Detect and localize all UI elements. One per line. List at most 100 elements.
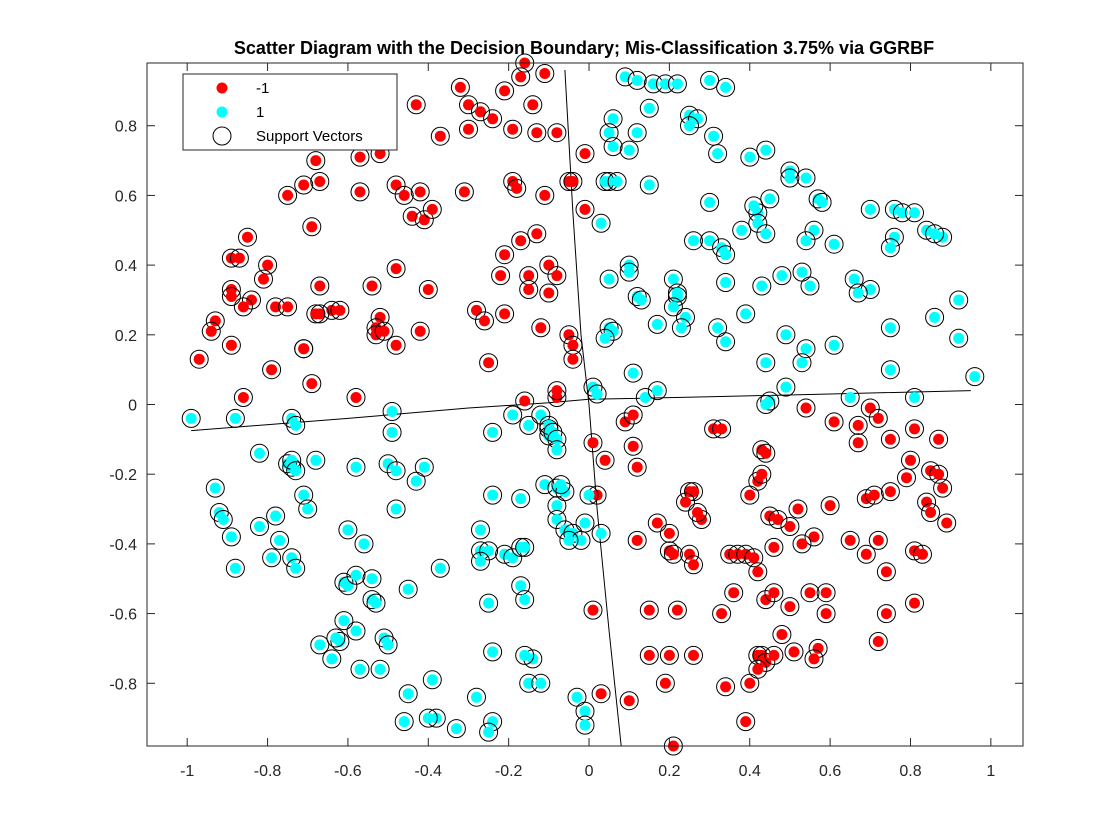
support-vector-ring <box>897 468 916 488</box>
support-vector-ring <box>736 304 756 324</box>
point-pos <box>519 541 531 553</box>
point-neg <box>909 423 920 435</box>
point-neg <box>531 228 543 240</box>
point-neg <box>587 437 599 449</box>
support-vector-ring <box>507 178 527 198</box>
support-vector-ring <box>551 475 571 495</box>
support-vector-ring <box>286 461 306 481</box>
support-vector-ring <box>430 126 450 146</box>
point-neg <box>909 597 920 609</box>
point-pos <box>884 322 896 334</box>
point-neg <box>193 353 205 365</box>
y-tick-label: -0.2 <box>109 467 137 484</box>
x-tick-label: -0.4 <box>414 763 442 780</box>
point-pos <box>217 514 229 525</box>
support-vector-ring <box>724 583 744 603</box>
support-vector-ring <box>414 210 434 230</box>
point-pos <box>254 447 265 459</box>
point-neg <box>471 304 482 316</box>
point-neg <box>651 517 663 529</box>
point-pos <box>704 235 716 247</box>
y-tick-label: 0.8 <box>115 119 137 136</box>
point-neg <box>523 284 535 295</box>
support-vector-ring <box>302 217 322 237</box>
support-vector-ring <box>378 635 398 655</box>
point-neg <box>591 489 603 501</box>
support-vector-ring <box>627 457 647 477</box>
point-pos <box>828 238 840 250</box>
support-vector-ring <box>310 172 330 191</box>
support-vector-ring <box>788 499 808 519</box>
point-pos <box>816 196 828 208</box>
support-vector-ring <box>233 388 253 407</box>
point-pos <box>555 479 567 491</box>
support-vector-ring <box>949 290 969 310</box>
point-neg <box>579 148 591 160</box>
plot-background <box>147 63 1023 746</box>
support-vector-ring <box>824 335 844 355</box>
support-vector-ring <box>880 482 900 502</box>
support-vector-ring <box>459 119 478 139</box>
support-vector-ring <box>406 471 426 491</box>
support-vector-ring <box>362 590 382 610</box>
point-neg <box>495 270 507 282</box>
support-vector-ring <box>764 645 784 665</box>
point-pos <box>929 228 941 240</box>
point-pos <box>764 193 776 205</box>
point-neg <box>531 127 543 139</box>
support-vector-ring <box>780 168 800 188</box>
support-vector-ring <box>374 321 394 341</box>
support-vector-ring <box>603 321 623 341</box>
point-pos <box>599 332 611 344</box>
support-vector-ring <box>619 140 639 160</box>
point-neg <box>246 294 257 306</box>
support-vector-ring <box>394 712 414 732</box>
decision-boundary <box>191 69 971 747</box>
legend-label-sv: Support Vectors <box>256 128 363 145</box>
support-vector-ring <box>547 510 567 529</box>
point-pos <box>760 357 772 369</box>
point-neg <box>623 695 635 707</box>
point-pos <box>515 580 527 592</box>
point-neg <box>724 548 736 560</box>
point-pos <box>884 242 896 254</box>
support-vector-ring <box>772 625 792 644</box>
support-vector-ring <box>796 168 816 188</box>
support-vector-ring <box>684 555 703 575</box>
point-pos <box>450 723 462 735</box>
support-vector-ring <box>294 485 314 505</box>
support-vector-ring <box>619 691 639 711</box>
point-neg <box>434 130 446 142</box>
support-vector-ring <box>483 109 503 129</box>
point-neg <box>671 604 683 616</box>
support-vector-ring <box>330 632 350 651</box>
support-vector-ring <box>752 276 772 296</box>
point-pos <box>342 524 354 536</box>
support-vector-ring <box>563 172 583 191</box>
point-pos <box>712 322 724 334</box>
point-neg <box>744 489 756 501</box>
point-pos <box>704 74 716 86</box>
point-pos <box>475 524 486 536</box>
point-neg <box>728 587 740 599</box>
support-vector-ring <box>225 558 245 578</box>
support-vector-ring <box>712 419 732 439</box>
support-vector-ring <box>880 429 900 449</box>
point-neg <box>390 263 402 275</box>
support-vector-ring <box>591 523 611 543</box>
point-neg <box>334 304 346 316</box>
point-pos <box>487 716 499 728</box>
point-pos <box>402 688 414 700</box>
point-neg <box>414 325 426 337</box>
y-tick-label: 0.4 <box>115 258 137 275</box>
support-vector-ring <box>575 715 595 735</box>
point-pos <box>487 489 499 501</box>
point-neg <box>426 203 438 215</box>
point-pos <box>800 172 812 184</box>
point-neg <box>716 608 728 620</box>
point-pos <box>929 311 941 323</box>
support-vector-ring <box>254 269 273 289</box>
support-vector-ring <box>306 450 326 470</box>
point-neg <box>667 548 679 560</box>
point-pos <box>708 130 720 142</box>
